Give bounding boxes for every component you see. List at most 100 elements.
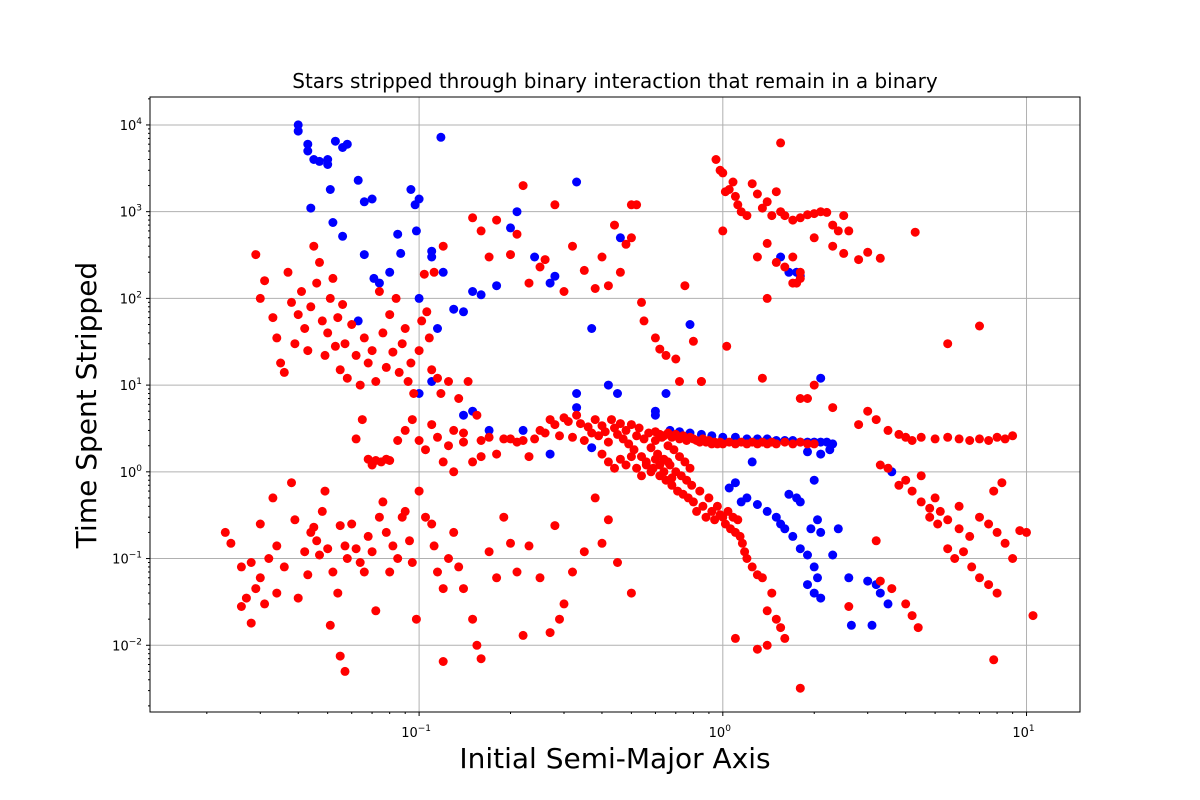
- data-point: [359, 567, 369, 577]
- data-point: [637, 297, 646, 307]
- data-point: [530, 434, 540, 444]
- data-point: [680, 281, 690, 291]
- data-point: [550, 200, 560, 210]
- data-point: [1008, 431, 1018, 441]
- data-point: [621, 460, 631, 470]
- data-point: [718, 226, 728, 236]
- data-point: [251, 250, 261, 260]
- data-point: [844, 226, 854, 236]
- data-point: [303, 146, 313, 156]
- data-point: [406, 358, 416, 368]
- data-point: [559, 599, 569, 609]
- data-point: [975, 573, 984, 583]
- data-point: [524, 541, 534, 551]
- data-point: [340, 339, 350, 349]
- data-point: [236, 602, 246, 611]
- data-point: [913, 623, 923, 633]
- data-point: [303, 346, 313, 356]
- data-point: [737, 538, 747, 548]
- data-point: [954, 524, 964, 534]
- data-point: [603, 380, 613, 390]
- data-point: [367, 547, 377, 557]
- data-point: [901, 475, 911, 485]
- data-point: [688, 497, 698, 507]
- data-point: [607, 415, 616, 425]
- data-point: [975, 434, 984, 444]
- data-point: [626, 420, 636, 430]
- data-point: [776, 623, 786, 633]
- data-point: [555, 431, 564, 441]
- data-point: [300, 547, 310, 557]
- data-point: [484, 432, 494, 442]
- data-point: [757, 573, 767, 583]
- data-point: [353, 175, 363, 185]
- data-point: [409, 389, 419, 398]
- data-point: [780, 524, 790, 534]
- data-point: [742, 493, 752, 503]
- data-point: [752, 252, 762, 262]
- data-point: [421, 512, 430, 522]
- data-point: [535, 573, 545, 583]
- data-point: [355, 380, 365, 390]
- data-point: [688, 336, 698, 346]
- data-point: [468, 614, 478, 624]
- data-point: [320, 486, 330, 496]
- data-point: [803, 580, 812, 590]
- data-point: [671, 354, 681, 364]
- data-point: [576, 419, 585, 429]
- data-point: [312, 278, 322, 288]
- data-point: [626, 452, 636, 462]
- y-tick-label: 101: [120, 377, 142, 394]
- data-point: [762, 238, 772, 248]
- data-point: [512, 229, 522, 239]
- data-point: [984, 519, 994, 529]
- data-point: [449, 527, 459, 537]
- data-point: [340, 666, 350, 676]
- data-point: [255, 573, 265, 583]
- data-point: [626, 233, 636, 243]
- data-point: [545, 278, 555, 288]
- data-point: [615, 267, 625, 277]
- data-point: [603, 457, 613, 467]
- data-point: [587, 443, 597, 453]
- data-point: [309, 241, 319, 251]
- data-point: [283, 267, 293, 277]
- data-point: [894, 480, 904, 490]
- data-point: [809, 562, 819, 572]
- data-point: [468, 287, 478, 296]
- data-point: [771, 614, 781, 624]
- data-point: [381, 527, 391, 537]
- data-point: [907, 611, 917, 621]
- data-point: [293, 126, 303, 136]
- data-point: [429, 267, 439, 277]
- data-point: [685, 463, 695, 473]
- data-point: [984, 580, 994, 590]
- data-point: [449, 425, 459, 435]
- data-point: [251, 584, 261, 594]
- data-point: [328, 218, 338, 227]
- data-point: [816, 593, 826, 603]
- data-point: [718, 168, 728, 178]
- data-point: [315, 550, 324, 560]
- data-point: [780, 633, 790, 643]
- data-point: [454, 562, 464, 572]
- data-point: [303, 139, 313, 149]
- data-point: [632, 431, 642, 441]
- data-point: [863, 406, 873, 416]
- data-point: [468, 213, 478, 223]
- data-point: [315, 156, 324, 166]
- data-point: [733, 515, 743, 525]
- data-point: [359, 197, 369, 207]
- data-point: [901, 599, 911, 609]
- data-point: [762, 197, 772, 207]
- data-point: [357, 415, 367, 425]
- data-point: [371, 606, 381, 616]
- data-point: [669, 445, 679, 455]
- data-point: [555, 614, 564, 624]
- data-point: [492, 449, 502, 459]
- data-point: [740, 547, 750, 557]
- data-point: [733, 200, 743, 210]
- data-point: [816, 449, 826, 459]
- data-point: [476, 654, 486, 664]
- data-point: [325, 293, 335, 303]
